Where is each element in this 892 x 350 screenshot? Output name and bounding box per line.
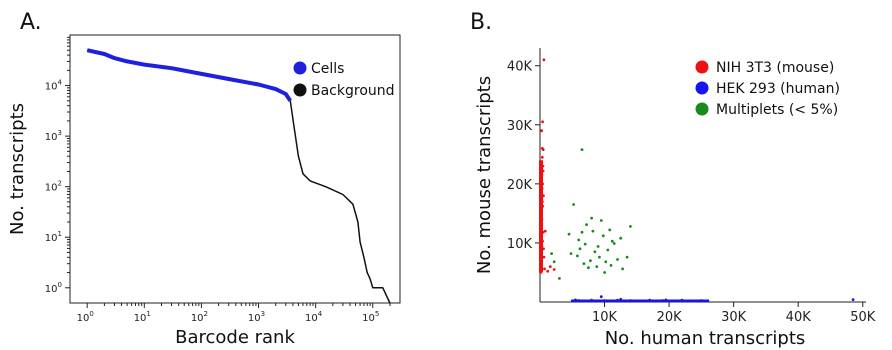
point-nih-3t3-mouse	[542, 255, 546, 259]
plot-frame	[69, 34, 401, 304]
point-nih-3t3-mouse	[546, 269, 550, 273]
legend-label: Cells	[311, 61, 344, 77]
point-multiplets-5	[558, 277, 561, 280]
point-multiplets-5	[604, 260, 608, 264]
point-multiplets-5	[576, 254, 579, 258]
point-multiplets-5	[585, 223, 588, 227]
point-nih-3t3-mouse	[540, 147, 544, 150]
point-multiplets-5	[596, 245, 600, 248]
legend-marker	[293, 61, 307, 75]
point-multiplets-5	[593, 250, 597, 254]
y-tick-label: 101	[45, 230, 62, 244]
point-multiplets-5	[552, 260, 556, 264]
legend-marker	[695, 81, 709, 95]
point-multiplets-5	[610, 239, 614, 243]
legend-label: Background	[311, 83, 395, 99]
point-multiplets-5	[595, 265, 599, 268]
point-multiplets-5	[625, 255, 629, 259]
point-multiplets-5	[616, 258, 619, 261]
point-multiplets-5	[572, 203, 575, 206]
y-tick-label: 104	[45, 79, 63, 93]
x-tick-label: 10K	[592, 310, 618, 325]
point-multiplets-5	[606, 248, 610, 252]
point-multiplets-5	[587, 266, 590, 270]
x-tick-label: 103	[248, 310, 265, 324]
y-axis-title: No. mouse transcripts	[474, 76, 495, 274]
legend-label: Multiplets (< 5%)	[716, 102, 838, 118]
point-nih-3t3-mouse	[543, 229, 547, 233]
y-axis-title: No. transcripts	[7, 103, 28, 235]
series-line-background	[289, 100, 391, 304]
x-tick-label: 105	[362, 310, 379, 324]
point-multiplets-5	[591, 229, 595, 233]
point-multiplets-5	[580, 148, 584, 152]
point-nih-3t3-mouse	[543, 267, 546, 271]
y-tick-label: 100	[45, 281, 62, 295]
point-multiplets-5	[603, 271, 606, 274]
point-multiplets-5	[589, 259, 592, 263]
legend-label: HEK 293 (human)	[716, 81, 840, 97]
x-tick-label: 100	[77, 310, 94, 324]
x-tick-label: 40K	[786, 310, 812, 325]
legend-label: NIH 3T3 (mouse)	[716, 60, 834, 76]
legend-marker	[293, 83, 307, 97]
x-tick-label: 101	[134, 310, 151, 324]
x-tick-label: 50K	[850, 310, 876, 325]
point-hek-293-human	[851, 298, 855, 301]
point-multiplets-5	[583, 242, 587, 246]
point-nih-3t3-mouse	[541, 120, 544, 124]
point-nih-3t3-mouse	[552, 268, 556, 271]
x-axis-title: No. human transcripts	[605, 328, 806, 349]
human-cells-cluster	[572, 299, 708, 302]
point-multiplets-5	[601, 234, 605, 238]
y-tick-label: 20K	[507, 178, 533, 193]
legend-marker	[695, 102, 709, 116]
point-multiplets-5	[578, 247, 582, 251]
point-multiplets-5	[550, 252, 553, 256]
y-tick-label: 103	[45, 129, 62, 143]
point-nih-3t3-mouse	[542, 58, 546, 62]
mouse-cells-cluster	[539, 160, 543, 273]
x-tick-label: 104	[305, 310, 323, 324]
y-tick-label: 10K	[507, 237, 533, 252]
point-nih-3t3-mouse	[548, 265, 552, 268]
point-multiplets-5	[590, 216, 593, 220]
legend-marker	[695, 60, 709, 74]
point-multiplets-5	[598, 255, 601, 259]
x-tick-label: 30K	[721, 310, 747, 325]
point-multiplets-5	[569, 252, 573, 256]
panel-b-label: B.	[470, 10, 493, 35]
point-multiplets-5	[629, 225, 632, 228]
x-axis-title: Barcode rank	[175, 327, 295, 348]
point-multiplets-5	[609, 264, 613, 267]
point-multiplets-5	[567, 232, 571, 236]
x-tick-label: 20K	[657, 310, 683, 325]
y-tick-label: 40K	[507, 60, 533, 75]
point-multiplets-5	[582, 262, 586, 265]
point-hek-293-human	[599, 295, 603, 299]
point-multiplets-5	[577, 238, 581, 242]
point-multiplets-5	[580, 230, 584, 234]
point-multiplets-5	[608, 228, 612, 232]
point-multiplets-5	[619, 236, 623, 240]
point-multiplets-5	[612, 242, 616, 245]
panel-a-label: A.	[20, 10, 42, 35]
point-nih-3t3-mouse	[540, 155, 544, 159]
point-nih-3t3-mouse	[540, 129, 543, 133]
y-tick-label: 102	[45, 180, 62, 194]
y-tick-label: 30K	[507, 119, 533, 134]
point-multiplets-5	[621, 267, 624, 271]
x-tick-label: 102	[191, 310, 208, 324]
point-multiplets-5	[599, 219, 603, 222]
series-line-cells	[86, 48, 292, 102]
